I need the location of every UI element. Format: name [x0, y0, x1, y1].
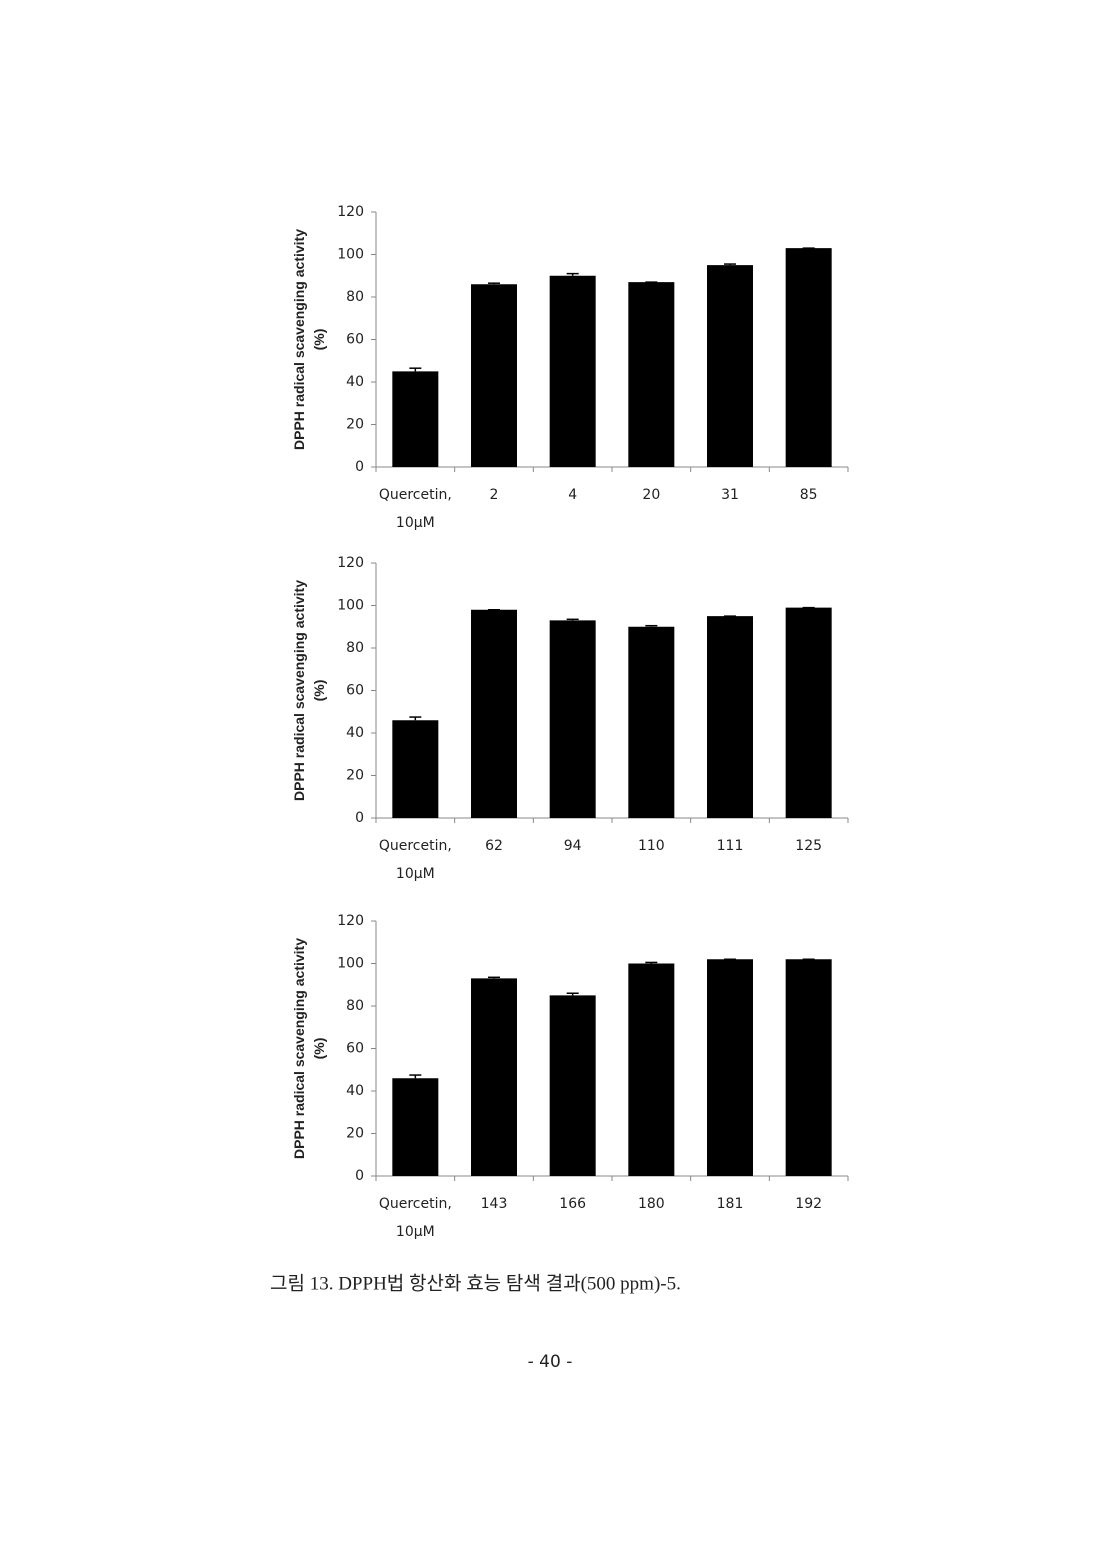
bar	[392, 1078, 439, 1176]
bar	[471, 609, 517, 818]
y-tick-label: 0	[355, 1168, 364, 1184]
x-tick-label: 85	[800, 487, 818, 503]
bar	[392, 371, 439, 467]
error-bar	[409, 1074, 422, 1079]
y-tick-label: 20	[346, 417, 364, 433]
y-tick-label: 60	[346, 683, 364, 699]
bar	[628, 626, 675, 818]
error-bar	[488, 976, 500, 979]
x-tick-label: 180	[638, 1196, 665, 1212]
y-tick-label: 120	[337, 913, 364, 929]
bar	[471, 284, 517, 467]
x-tick-label: 110	[638, 838, 665, 854]
y-tick-label: 60	[346, 1041, 364, 1057]
y-tick-label: 120	[337, 204, 364, 220]
y-tick-label: 100	[337, 598, 364, 614]
bar	[549, 275, 596, 467]
error-bar	[724, 263, 736, 266]
bar	[549, 995, 596, 1176]
x-tick-label: 31	[721, 487, 739, 503]
error-bar	[566, 992, 579, 996]
bar	[785, 248, 832, 467]
y-tick-label: 100	[337, 956, 364, 972]
bar	[785, 959, 832, 1176]
error-bar	[566, 272, 579, 276]
bar	[471, 978, 517, 1176]
error-bar	[566, 618, 579, 621]
y-tick-label: 40	[346, 374, 364, 390]
y-tick-label: 20	[346, 1126, 364, 1142]
x-tick-label: 192	[795, 1196, 822, 1212]
y-tick-label: 100	[337, 247, 364, 263]
bar	[628, 963, 675, 1176]
bar	[392, 720, 439, 818]
x-tick-label: 94	[564, 838, 582, 854]
x-tick-label: 2	[490, 487, 499, 503]
x-tick-label: 125	[795, 838, 822, 854]
x-tick-label: Quercetin, 10μM	[379, 1196, 452, 1240]
error-bar	[409, 716, 422, 721]
x-tick-label: 111	[717, 838, 744, 854]
x-tick-label: 4	[568, 487, 577, 503]
bar	[549, 620, 596, 818]
y-tick-label: 0	[355, 810, 364, 826]
x-tick-label: Quercetin, 10μM	[379, 487, 452, 531]
y-axis-title: DPPH radical scavenging activity (%)	[291, 229, 327, 450]
y-tick-label: 60	[346, 332, 364, 348]
x-tick-label: 143	[481, 1196, 508, 1212]
bar	[707, 959, 753, 1176]
y-axis-title: DPPH radical scavenging activity (%)	[291, 580, 327, 801]
bar	[707, 265, 753, 467]
y-tick-label: 20	[346, 768, 364, 784]
y-tick-label: 40	[346, 725, 364, 741]
x-tick-label: 181	[717, 1196, 744, 1212]
y-tick-label: 80	[346, 289, 364, 305]
x-tick-label: 20	[642, 487, 660, 503]
y-axis-title: DPPH radical scavenging activity (%)	[291, 938, 327, 1159]
bar	[707, 616, 753, 818]
y-tick-label: 0	[355, 459, 364, 475]
bar	[785, 607, 832, 818]
y-tick-label: 40	[346, 1083, 364, 1099]
y-tick-label: 80	[346, 640, 364, 656]
error-bar	[488, 282, 500, 285]
error-bar	[409, 367, 422, 372]
page-number: - 40 -	[528, 1352, 573, 1372]
error-bar	[645, 624, 658, 627]
x-tick-label: 166	[559, 1196, 586, 1212]
y-tick-label: 120	[337, 555, 364, 571]
y-tick-label: 80	[346, 998, 364, 1014]
error-bar	[645, 961, 658, 964]
figure-caption: 그림 13. DPPH법 항산화 효능 탐색 결과(500 ppm)-5.	[270, 1272, 681, 1294]
bar	[628, 282, 675, 467]
x-tick-label: Quercetin, 10μM	[379, 838, 452, 882]
x-tick-label: 62	[485, 838, 503, 854]
